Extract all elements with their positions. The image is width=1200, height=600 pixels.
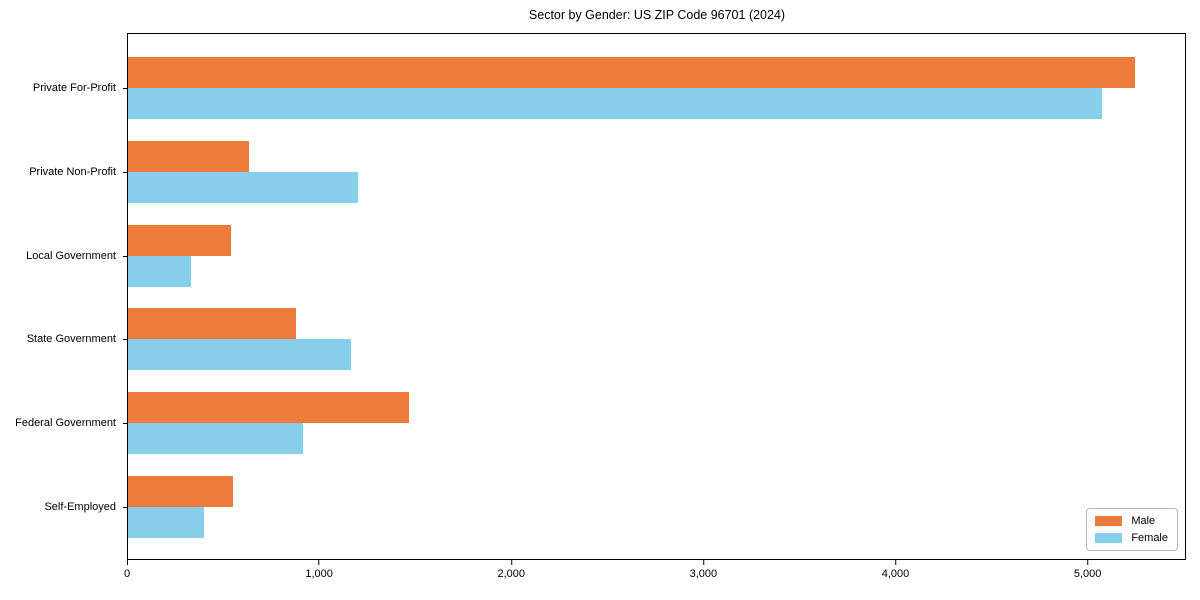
bar-female <box>128 423 304 455</box>
bar-male <box>128 224 231 256</box>
x-tick: 2,000 <box>497 560 525 580</box>
bar-group: Private For-Profit <box>33 46 1185 130</box>
legend-label-male: Male <box>1131 515 1156 527</box>
plot-area: Private For-Profit Private Non-Profit Loca… <box>15 33 1186 560</box>
x-tick-label: 2,000 <box>497 568 526 580</box>
bar-female <box>128 87 1103 119</box>
y-axis-label: Private Non-Profit <box>29 165 116 178</box>
y-tick-mark <box>123 171 128 173</box>
bar-group: State Government <box>27 297 1185 381</box>
bar-male <box>128 56 1135 88</box>
x-tick-mark <box>1087 560 1089 565</box>
bar-pair <box>128 56 1185 119</box>
x-tick-mark <box>702 560 704 565</box>
x-tick-label: 3,000 <box>689 568 718 580</box>
x-tick-mark <box>126 560 128 565</box>
legend-swatch-male <box>1095 516 1123 526</box>
x-tick-mark <box>510 560 512 565</box>
bar-male <box>128 308 296 340</box>
x-tick: 3,000 <box>689 560 718 580</box>
bar-pair <box>128 140 1185 203</box>
bar-male <box>128 476 233 508</box>
bar-female <box>128 171 359 203</box>
legend-label-female: Female <box>1131 532 1168 544</box>
bar-groups-container: Private For-Profit Private Non-Profit Loca… <box>15 34 1185 559</box>
x-tick: 4,000 <box>881 560 910 580</box>
bar-male <box>128 392 409 424</box>
x-tick: 5,000 <box>1073 560 1102 580</box>
legend-item-female: Female <box>1095 532 1168 544</box>
x-tick-label: 5,000 <box>1073 568 1102 580</box>
x-tick: 0 <box>124 560 130 580</box>
y-tick-mark <box>123 423 128 425</box>
x-tick-mark <box>895 560 896 565</box>
legend-swatch-female <box>1095 533 1123 543</box>
bar-female <box>128 507 204 539</box>
x-tick-mark <box>318 560 320 565</box>
chart-title: Sector by Gender: US ZIP Code 96701 (202… <box>528 8 786 22</box>
y-axis-label: Self-Employed <box>44 501 116 514</box>
bar-pair <box>128 308 1185 371</box>
x-tick-label: 4,000 <box>881 568 910 580</box>
y-axis-label: Federal Government <box>15 417 116 430</box>
x-tick-label: 0 <box>123 568 131 580</box>
y-tick-mark <box>123 507 128 509</box>
y-tick-mark <box>123 87 128 89</box>
y-axis-label: Local Government <box>26 249 116 262</box>
y-tick-mark <box>123 255 128 257</box>
bar-group: Self-Employed <box>44 465 1185 549</box>
x-tick-label: 1,000 <box>305 568 333 580</box>
bar-group: Local Government <box>26 214 1185 298</box>
bar-female <box>128 255 192 287</box>
legend: Male Female <box>1086 508 1178 551</box>
bar-female <box>128 339 352 371</box>
bar-group: Federal Government <box>15 381 1185 465</box>
y-tick-mark <box>123 339 128 341</box>
bar-pair <box>128 224 1185 287</box>
bar-group: Private Non-Profit <box>29 130 1185 214</box>
legend-item-male: Male <box>1095 515 1168 527</box>
y-axis-label: Private For-Profit <box>32 81 116 94</box>
x-axis: 0 1,000 2,000 3,000 4,000 5,000 <box>124 560 1186 590</box>
x-tick: 1,000 <box>305 560 333 580</box>
y-axis-label: State Government <box>26 333 116 346</box>
bar-male <box>128 140 249 172</box>
bar-pair <box>128 476 1185 539</box>
bar-pair <box>128 392 1185 455</box>
